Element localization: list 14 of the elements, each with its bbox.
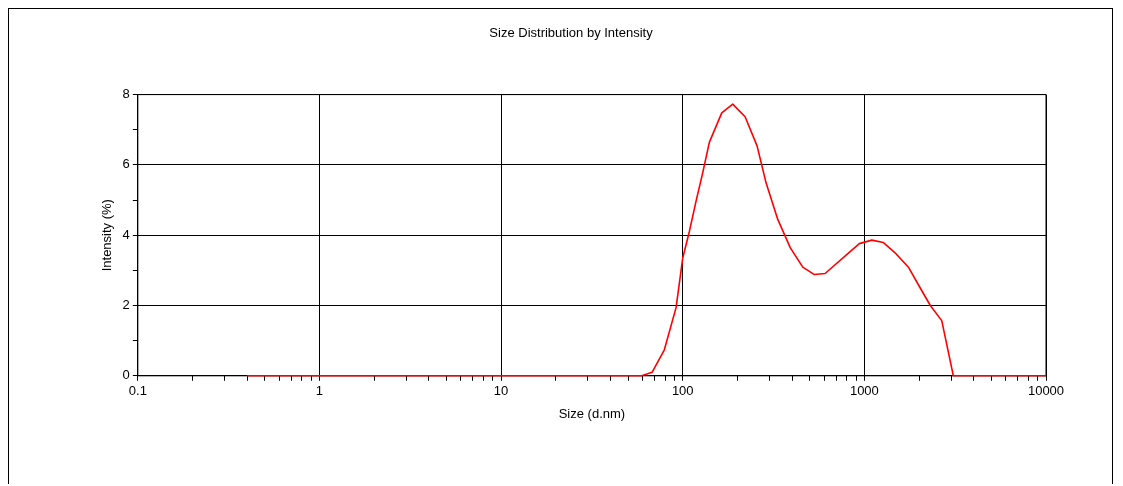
x-tick-label: 1 bbox=[315, 383, 324, 399]
y-tick-label: 6 bbox=[122, 156, 130, 172]
y-axis-title: Intensity (%) bbox=[99, 199, 115, 272]
x-tick-label: 100 bbox=[671, 383, 694, 399]
chart-title: Size Distribution by Intensity bbox=[489, 25, 654, 41]
y-tick-label: 2 bbox=[122, 297, 130, 313]
y-tick-label: 4 bbox=[122, 226, 130, 242]
x-tick-label: 0.1 bbox=[128, 383, 147, 399]
x-tick-label: 10 bbox=[493, 383, 509, 399]
x-tick-label: 10000 bbox=[1027, 383, 1065, 399]
y-tick-label: 8 bbox=[122, 86, 130, 102]
x-axis-title: Size (d.nm) bbox=[558, 405, 626, 421]
y-tick-label: 0 bbox=[122, 367, 130, 383]
x-tick-label: 1000 bbox=[849, 383, 879, 399]
